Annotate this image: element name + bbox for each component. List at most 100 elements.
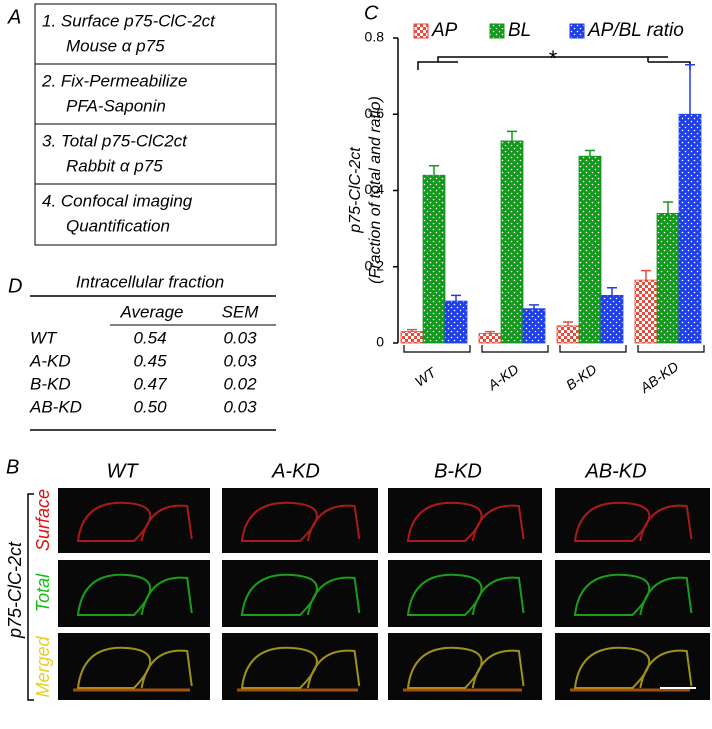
cell: 0.45: [133, 351, 167, 370]
row-label: WT: [30, 328, 58, 347]
bar: [600, 294, 624, 344]
legend-swatch: [569, 23, 585, 39]
legend-label: AP: [431, 20, 458, 41]
cell: 0.03: [223, 328, 257, 347]
cell-outline: [406, 573, 525, 616]
bar: [500, 140, 524, 344]
cell: 0.54: [133, 328, 166, 347]
cell: 0.02: [223, 374, 257, 393]
step-line: 4. Confocal imaging: [42, 191, 193, 210]
error-bar: [607, 286, 617, 296]
step-line: Quantification: [66, 216, 170, 235]
micrograph: [58, 560, 210, 627]
micrograph: [555, 560, 710, 627]
group-bracket: [481, 345, 549, 353]
legend-swatch: [489, 23, 505, 39]
cell: 0.03: [223, 397, 257, 416]
legend-label: BL: [508, 20, 531, 41]
column-label: WT: [106, 460, 139, 482]
table-header: Average: [119, 302, 183, 321]
row-label: B-KD: [30, 374, 71, 393]
error-bar: [529, 304, 539, 309]
y-axis-label: (Fraction of total and ratio): [367, 96, 384, 284]
panel-letter: D: [8, 275, 22, 297]
bar: [422, 174, 446, 344]
x-tick-label: WT: [412, 363, 440, 389]
x-tick-label: A-KD: [484, 361, 521, 394]
error-bar: [451, 294, 461, 302]
y-tick-label: 0.4: [365, 181, 385, 197]
significance-mark: *: [549, 46, 558, 71]
error-bar: [641, 269, 651, 281]
bar: [478, 333, 502, 344]
y-tick-label: 0.6: [365, 105, 385, 121]
error-bar: [407, 328, 417, 332]
column-label: A-KD: [271, 460, 320, 482]
cell-outline: [573, 573, 693, 616]
step-line: PFA-Saponin: [66, 96, 166, 115]
step-line: Rabbit α p75: [66, 156, 163, 175]
table-body: WT 0.54 0.03 A-KD 0.45 0.03 B-KD 0.47 0.02 AB-KD 0…: [29, 328, 257, 416]
cell-outline: [639, 504, 693, 542]
group-bracket: [559, 345, 627, 353]
column-label: AB-KD: [584, 460, 646, 482]
row-label: A-KD: [29, 351, 71, 370]
error-bar: [563, 321, 573, 326]
micrograph: [222, 488, 378, 553]
micrograph: [58, 488, 210, 553]
y-tick-label: 0: [376, 334, 384, 350]
cell-outline: [76, 573, 193, 616]
protein-label: p75-ClC-2ct: [5, 541, 25, 639]
step-line: Mouse α p75: [66, 36, 165, 55]
row-bracket: [27, 493, 34, 701]
cell-outline: [471, 649, 525, 689]
row-label: AB-KD: [29, 397, 82, 416]
bar: [400, 331, 424, 344]
bar: [634, 279, 658, 344]
error-bar: [485, 330, 495, 334]
cell-outline: [639, 576, 693, 616]
error-bar: [585, 149, 595, 157]
micrograph: [555, 488, 710, 553]
cell-outline: [306, 649, 361, 689]
row-label: Surface: [33, 489, 53, 551]
table-header: SEM: [222, 302, 260, 321]
step-line: 3. Total p75-ClC2ct: [42, 131, 188, 150]
cell-outline: [140, 504, 193, 542]
bar-chart: 0 0.2 0.4 0.6 0.8 p75-ClC-2ct (Fraction of tot…: [347, 20, 705, 396]
cell-outline: [406, 646, 525, 689]
bar: [444, 300, 468, 344]
micrograph: [222, 560, 378, 627]
panel-letter: B: [6, 456, 19, 478]
row-label: Merged: [33, 635, 53, 697]
cell-outline: [573, 501, 693, 542]
cell-outline: [639, 649, 693, 689]
bar: [522, 308, 546, 344]
cell: 0.50: [133, 397, 167, 416]
error-bar: [429, 164, 439, 176]
bar: [556, 325, 580, 344]
cell-outline: [140, 649, 193, 689]
cell-outline: [306, 576, 361, 616]
y-tick-label: 0.8: [365, 29, 385, 45]
bar: [678, 113, 702, 344]
cell-outline: [573, 646, 693, 689]
group-bracket: [403, 345, 471, 353]
panel-letter: C: [364, 2, 379, 24]
cell: 0.03: [223, 351, 257, 370]
cell-outline: [240, 501, 361, 542]
cell-outline: [240, 646, 361, 689]
table-title: Intracellular fraction: [76, 272, 224, 291]
cell-outline: [76, 501, 193, 542]
panel-letter: A: [7, 6, 21, 28]
significance-bracket: [417, 56, 691, 70]
legend-label: AP/BL ratio: [587, 20, 684, 41]
cell-outline: [471, 504, 525, 542]
legend-swatch: [413, 23, 429, 39]
protocol-box: [34, 3, 277, 246]
cell: 0.47: [133, 374, 167, 393]
column-label: B-KD: [434, 460, 482, 482]
y-tick-label: 0.2: [365, 257, 385, 273]
y-axis-label: p75-ClC-2ct: [347, 147, 364, 234]
